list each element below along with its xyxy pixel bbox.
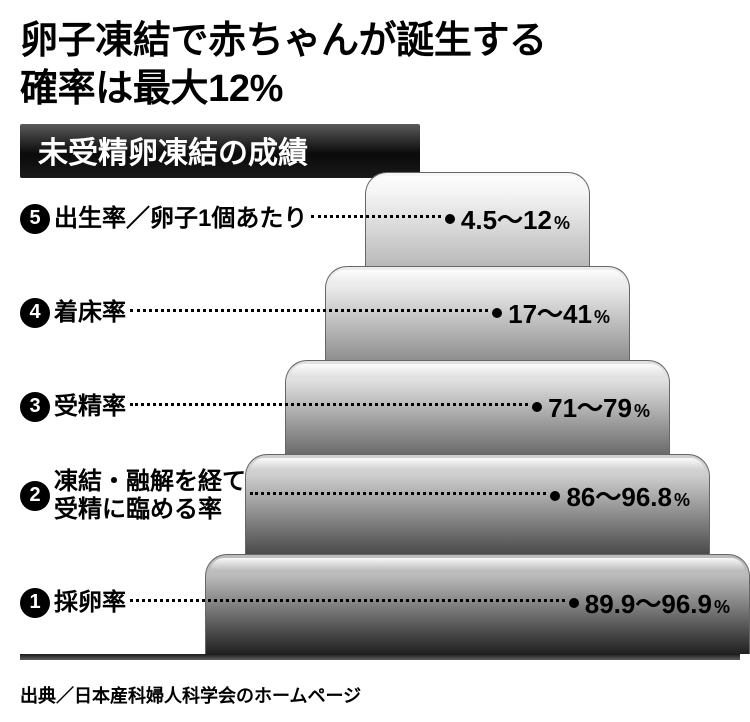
page-title: 卵子凍結で赤ちゃんが誕生する 確率は最大12% [0, 0, 750, 121]
leader-2 [250, 492, 546, 495]
value-1: 89.9～96.9% [585, 584, 730, 621]
leader-3 [130, 403, 528, 406]
leader-1 [130, 599, 565, 602]
badge-2: 2 [20, 481, 50, 511]
bullet-3 [532, 402, 542, 412]
badge-5: 5 [20, 204, 50, 234]
label-2: 凍結・融解を経て受精に臨める率 [54, 468, 246, 523]
title-line-2: 確率は最大12% [20, 68, 283, 110]
source-text: 出典／日本産科婦人科学会のホームページ [20, 682, 361, 708]
label-1: 採卵率 [54, 589, 126, 617]
bullet-2 [550, 491, 560, 501]
leader-4 [130, 309, 488, 312]
leader-5 [311, 215, 441, 218]
value-3: 71～79% [548, 388, 650, 425]
chart-area: 5出生率／卵子1個あたり 4.5～12% 4着床率 17～41% 3受精率 71～79% 2… [20, 172, 740, 668]
bullet-5 [445, 214, 455, 224]
subtitle-text: 未受精卵凍結の成績 [20, 124, 420, 178]
label-4: 着床率 [54, 299, 126, 327]
row-1: 1採卵率 89.9～96.9% [20, 584, 740, 621]
row-2: 2凍結・融解を経て受精に臨める率 86～96.8% [20, 468, 740, 523]
label-5: 出生率／卵子1個あたり [54, 205, 307, 233]
badge-4: 4 [20, 298, 50, 328]
value-5: 4.5～12% [461, 200, 570, 237]
bullet-1 [569, 598, 579, 608]
bullet-4 [492, 308, 502, 318]
chart-floor [20, 654, 740, 660]
label-3: 受精率 [54, 393, 126, 421]
value-2: 86～96.8% [566, 477, 690, 514]
value-4: 17～41% [508, 294, 610, 331]
row-5: 5出生率／卵子1個あたり 4.5～12% [20, 200, 740, 237]
title-line-1: 卵子凍結で赤ちゃんが誕生する [20, 20, 547, 62]
subtitle-band: 未受精卵凍結の成績 [20, 127, 730, 175]
badge-3: 3 [20, 392, 50, 422]
row-4: 4着床率 17～41% [20, 294, 740, 331]
badge-1: 1 [20, 588, 50, 618]
row-3: 3受精率 71～79% [20, 388, 740, 425]
